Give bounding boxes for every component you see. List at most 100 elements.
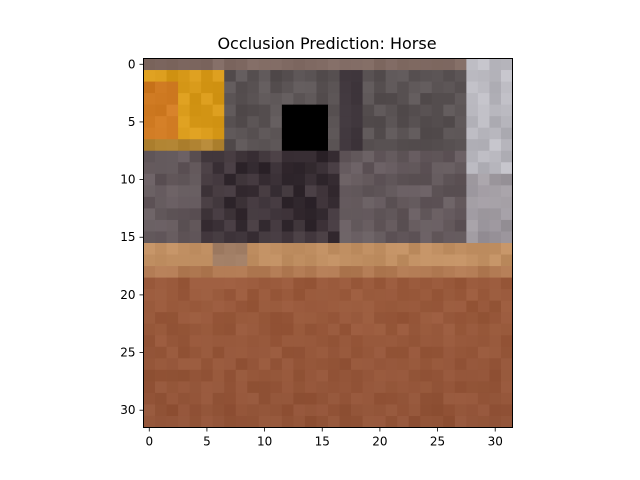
image-pixel: [500, 231, 513, 244]
image-pixel: [339, 139, 352, 152]
image-pixel: [178, 289, 191, 302]
occlusion-patch-cell: [316, 127, 329, 140]
image-pixel: [466, 335, 479, 348]
image-pixel: [201, 346, 214, 359]
image-pixel: [397, 231, 410, 244]
image-pixel: [408, 312, 421, 325]
image-pixel: [270, 173, 283, 186]
image-pixel: [201, 81, 214, 94]
image-pixel: [189, 173, 202, 186]
image-pixel: [431, 404, 444, 417]
image-pixel: [201, 185, 214, 198]
image-pixel: [351, 369, 363, 382]
image-pixel: [316, 381, 329, 394]
image-pixel: [201, 277, 214, 290]
image-pixel: [189, 277, 202, 290]
image-pixel: [189, 139, 202, 152]
image-pixel: [224, 116, 237, 129]
image-pixel: [178, 208, 191, 221]
image-pixel: [489, 346, 502, 359]
image-pixel: [235, 58, 248, 71]
image-pixel: [408, 196, 421, 209]
image-pixel: [420, 93, 433, 106]
image-pixel: [477, 127, 490, 140]
image-pixel: [477, 346, 490, 359]
image-pixel: [281, 219, 294, 232]
image-pixel: [374, 139, 387, 152]
image-pixel: [247, 323, 260, 336]
image-pixel: [351, 358, 363, 371]
image-pixel: [258, 208, 271, 221]
image-pixel: [385, 404, 398, 417]
image-pixel: [420, 277, 433, 290]
image-pixel: [466, 243, 479, 255]
image-pixel: [362, 70, 375, 82]
image-pixel: [408, 266, 421, 278]
image-pixel: [339, 208, 352, 221]
image-pixel: [339, 300, 352, 313]
image-pixel: [339, 381, 352, 394]
image-pixel: [420, 139, 433, 152]
image-pixel: [166, 243, 179, 255]
image-pixel: [293, 415, 306, 428]
image-pixel: [500, 81, 513, 94]
image-pixel: [316, 70, 329, 82]
image-pixel: [293, 346, 306, 359]
image-pixel: [466, 93, 479, 106]
image-pixel: [362, 312, 375, 325]
image-pixel: [143, 104, 156, 117]
image-pixel: [258, 185, 271, 198]
image-pixel: [385, 381, 398, 394]
image-pixel: [500, 150, 513, 163]
image-pixel: [328, 93, 340, 106]
image-pixel: [466, 173, 479, 186]
image-pixel: [155, 231, 167, 244]
image-pixel: [431, 254, 444, 267]
image-pixel: [189, 358, 202, 371]
image-pixel: [293, 58, 306, 71]
image-pixel: [178, 266, 191, 278]
image-pixel: [374, 93, 387, 106]
image-pixel: [397, 81, 410, 94]
image-pixel: [431, 150, 444, 163]
image-pixel: [362, 81, 375, 94]
image-pixel: [258, 323, 271, 336]
image-pixel: [454, 312, 467, 325]
image-pixel: [374, 289, 387, 302]
image-pixel: [235, 254, 248, 267]
image-pixel: [385, 173, 398, 186]
image-pixel: [420, 346, 433, 359]
image-pixel: [477, 266, 490, 278]
image-pixel: [212, 335, 225, 348]
image-pixel: [500, 93, 513, 106]
image-pixel: [431, 139, 444, 152]
image-pixel: [166, 231, 179, 244]
image-pixel: [339, 312, 352, 325]
image-pixel: [189, 104, 202, 117]
image-pixel: [362, 185, 375, 198]
image-pixel: [466, 358, 479, 371]
image-pixel: [443, 58, 456, 71]
image-pixel: [408, 81, 421, 94]
image-pixel: [224, 150, 237, 163]
image-pixel: [385, 358, 398, 371]
image-pixel: [362, 219, 375, 232]
image-pixel: [489, 277, 502, 290]
y-tick-label: 20: [120, 288, 135, 302]
image-pixel: [477, 196, 490, 209]
image-pixel: [316, 300, 329, 313]
image-pixel: [270, 70, 283, 82]
image-pixel: [247, 219, 260, 232]
image-pixel: [281, 173, 294, 186]
image-pixel: [385, 70, 398, 82]
image-pixel: [166, 358, 179, 371]
image-pixel: [500, 266, 513, 278]
image-pixel: [477, 335, 490, 348]
image-pixel: [258, 369, 271, 382]
image-pixel: [408, 346, 421, 359]
image-pixel: [454, 104, 467, 117]
image-pixel: [443, 358, 456, 371]
image-pixel: [351, 404, 363, 417]
image-pixel: [189, 58, 202, 71]
image-pixel: [270, 104, 283, 117]
